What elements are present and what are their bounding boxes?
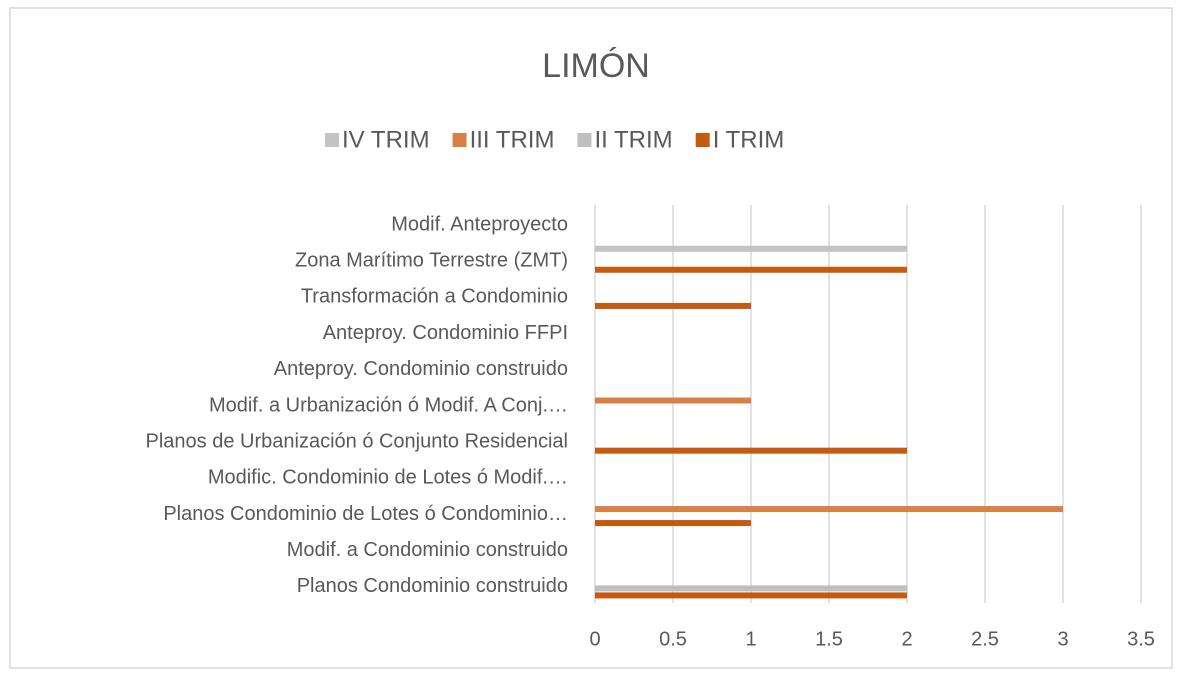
bar [595,592,907,599]
legend-swatch [325,133,339,147]
chart-border [9,7,1173,669]
legend-swatch [577,133,592,147]
legend-swatch [452,133,467,147]
x-tick-label: 0.5 [659,628,687,650]
x-tick-label: 3 [1057,628,1068,650]
y-tick-label: Zona Marítimo Terrestre (ZMT) [295,250,568,272]
y-tick-label: Planos de Urbanización ó Conjunto Reside… [146,430,568,452]
bar [595,585,907,592]
y-tick-label: Transformación a Condominio [301,286,568,308]
y-tick-label: Anteproy. Condominio construido [274,358,568,380]
legend-label: II TRIM [594,126,672,153]
bar [595,397,751,404]
y-tick-label: Modif. a Urbanización ó Modif. A Conj.… [209,394,568,416]
y-tick-label: Planos Condominio de Lotes ó Condominio… [163,503,568,525]
x-tick-label: 2.5 [971,628,999,650]
legend-swatch [695,133,710,147]
x-tick-label: 2 [901,628,912,650]
y-tick-label: Modif. a Condominio construido [287,539,568,561]
bar [595,302,751,309]
x-tick-label: 1.5 [815,628,843,650]
y-tick-label: Modif. Anteproyecto [391,213,568,235]
y-tick-label: Anteproy. Condominio FFPI [323,322,568,344]
legend-label: III TRIM [470,126,555,153]
x-tick-label: 3.5 [1127,628,1155,650]
bar [595,447,907,454]
y-tick-label: Planos Condominio construido [297,575,568,597]
chart-title: LIMÓN [542,47,650,85]
bar [595,520,751,527]
bar [595,245,907,252]
y-tick-label: Modific. Condominio de Lotes ó Modif.… [208,467,568,489]
bar [595,266,907,273]
x-tick-label: 1 [745,628,756,650]
x-tick-label: 0 [589,628,600,650]
legend-label: I TRIM [713,126,785,153]
legend-label: IV TRIM [342,126,430,153]
bar [595,506,1063,513]
